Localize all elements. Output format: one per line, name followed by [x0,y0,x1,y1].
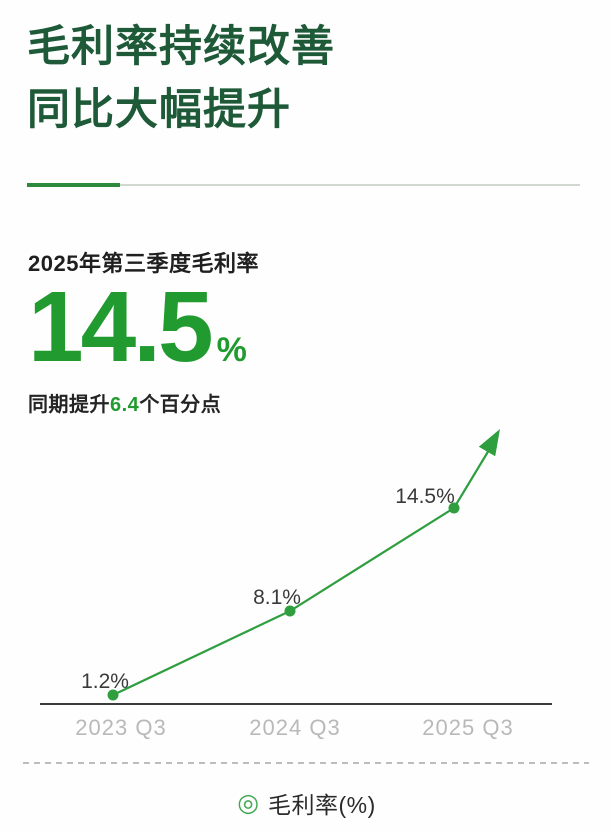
point-label-2024q3: 8.1% [253,586,301,609]
trend-line-chart: 1.2% 8.1% 14.5% 2023 Q3 2024 Q3 2025 Q3 [40,429,552,740]
trend-line [112,449,490,696]
delta-statement: 同期提升6.4个百分点 [28,388,221,417]
data-point-2024q3 [284,605,296,617]
delta-suffix: 个百分点 [139,394,222,416]
chart-legend: ◎ 毛利率(%) [0,786,613,820]
divider-light-line [120,184,580,186]
data-point-2025q3 [448,502,460,514]
point-label-2025q3: 14.5% [395,485,455,508]
headline-metric: 14.5% [28,277,247,377]
page-title-line1: 毛利率持续改善 [27,23,335,71]
data-point-2023q3 [107,689,119,701]
legend-marker-icon: ◎ [237,788,260,817]
delta-prefix: 同期提升 [28,394,110,416]
period-label: 2025年第三季度毛利率 [28,251,259,276]
legend-label: 毛利率(%) [268,792,376,818]
page-title: 毛利率持续改善 同比大幅提升 [27,16,335,142]
x-tick-2025q3: 2025 Q3 [422,715,513,740]
arrow-up-icon [478,429,500,457]
x-tick-2023q3: 2023 Q3 [75,715,166,740]
headline-metric-unit: % [216,331,247,369]
point-label-2023q3: 1.2% [81,670,129,693]
headline-metric-value: 14.5 [28,271,214,383]
x-tick-2024q3: 2024 Q3 [249,715,340,740]
delta-value: 6.4 [110,394,140,416]
divider-accent-bar [27,183,120,187]
dashed-divider [23,762,589,764]
page-title-line2: 同比大幅提升 [27,86,291,134]
